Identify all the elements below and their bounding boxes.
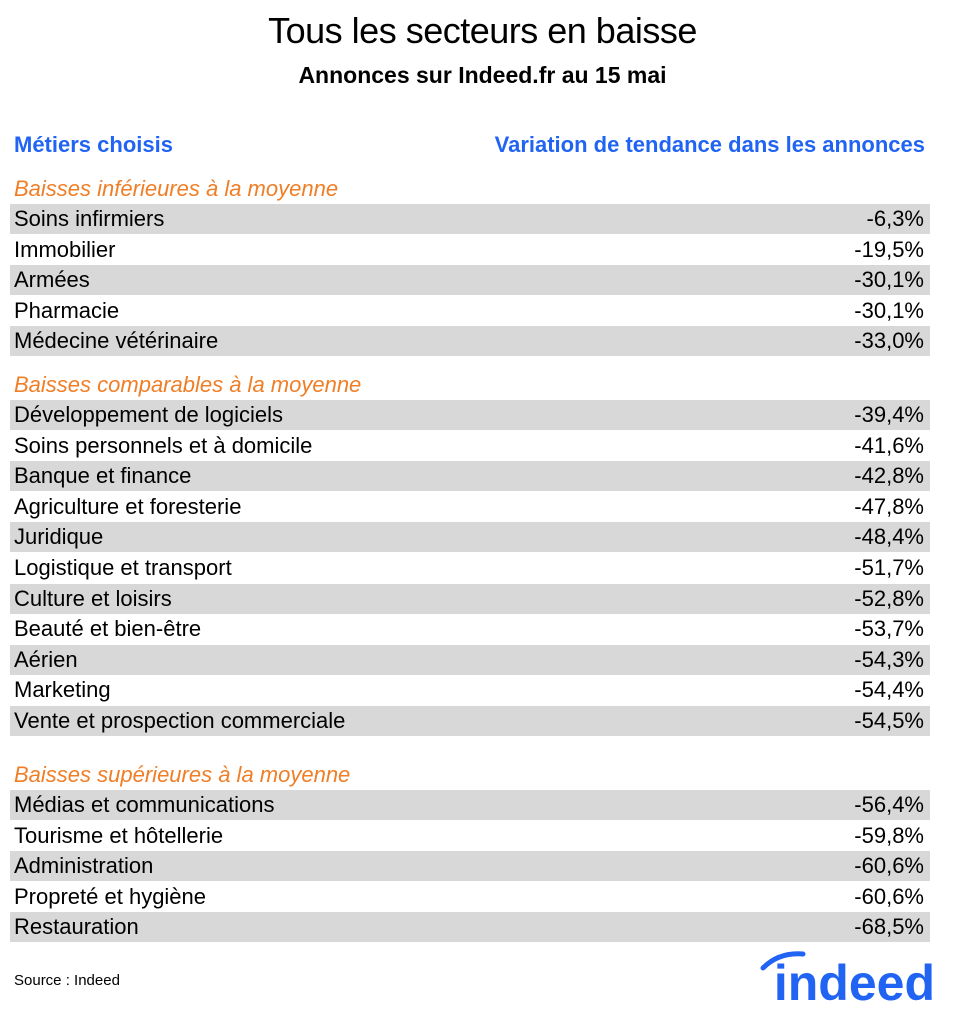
row-value: -39,4% xyxy=(854,402,924,427)
indeed-logo: indeed xyxy=(760,951,935,1010)
group-label: Baisses supérieures à la moyenne xyxy=(14,762,351,787)
indeed-logo-swoosh xyxy=(760,951,806,971)
row-name: Beauté et bien-être xyxy=(14,616,202,642)
row-value: -54,3% xyxy=(854,646,924,672)
row-value: -41,6% xyxy=(854,432,924,458)
row-value: -60,6% xyxy=(854,883,924,909)
row-value: -42,8% xyxy=(854,463,924,489)
row-name: Banque et finance xyxy=(14,463,192,489)
row-name: Administration xyxy=(14,853,154,879)
row-value: -52,8% xyxy=(854,585,924,611)
indeed-logo-text: indeed xyxy=(774,955,935,1010)
row-value: -30,1% xyxy=(854,267,924,293)
table-row: Banque et finance -42,8% xyxy=(10,461,930,492)
row-name: Logistique et transport xyxy=(14,555,232,580)
table-row: Soins infirmiers -6,3% xyxy=(10,204,930,234)
row-value: -59,8% xyxy=(854,822,924,848)
row-value: -54,4% xyxy=(854,677,924,703)
row-value: -53,7% xyxy=(854,616,924,642)
row-value: -68,5% xyxy=(854,914,924,940)
table-row: Administration -60,6% xyxy=(10,851,930,882)
table-row: Aérien -54,3% xyxy=(10,644,930,675)
source-note: Source : Indeed xyxy=(14,972,120,989)
column-header-jobs: Métiers choisis xyxy=(14,132,173,157)
row-name: Soins personnels et à domicile xyxy=(14,432,313,458)
table-row: Soins personnels et à domicile -41,6% xyxy=(10,431,930,461)
row-name: Médecine vétérinaire xyxy=(14,328,219,354)
row-value: -47,8% xyxy=(854,493,924,519)
row-name: Soins infirmiers xyxy=(14,206,165,231)
row-value: -33,0% xyxy=(854,328,924,354)
row-name: Restauration xyxy=(14,914,139,940)
group-label: Baisses inférieures à la moyenne xyxy=(14,176,339,201)
chart-subtitle: Annonces sur Indeed.fr au 15 mai xyxy=(298,62,667,88)
row-name: Propreté et hygiène xyxy=(14,883,207,909)
row-name: Culture et loisirs xyxy=(14,585,172,611)
table-row: Médecine vétérinaire -33,0% xyxy=(10,326,930,357)
table-row: Juridique -48,4% xyxy=(10,522,930,553)
table-row: Armées -30,1% xyxy=(10,265,930,296)
table-row: Médias et communications -56,4% xyxy=(10,790,930,820)
column-header-variation: Variation de tendance dans les annonces xyxy=(494,132,925,157)
row-value: -6,3% xyxy=(866,206,924,231)
row-name: Juridique xyxy=(14,524,104,550)
table-row: Restauration -68,5% xyxy=(10,912,930,943)
table-row: Agriculture et foresterie -47,8% xyxy=(10,492,930,522)
row-name: Tourisme et hôtellerie xyxy=(14,822,224,848)
table-row: Culture et loisirs -52,8% xyxy=(10,583,930,614)
row-name: Développement de logiciels xyxy=(14,402,284,427)
row-value: -48,4% xyxy=(854,524,924,550)
chart-title: Tous les secteurs en baisse xyxy=(268,10,697,51)
row-name: Médias et communications xyxy=(14,792,275,817)
row-value: -30,1% xyxy=(854,297,924,323)
group-label: Baisses comparables à la moyenne xyxy=(14,372,362,397)
row-value: -51,7% xyxy=(854,555,924,580)
table-row: Pharmacie -30,1% xyxy=(10,296,930,326)
table-row: Tourisme et hôtellerie -59,8% xyxy=(10,821,930,851)
table-row: Beauté et bien-être -53,7% xyxy=(10,614,930,644)
row-name: Armées xyxy=(14,267,90,293)
table-row: Propreté et hygiène -60,6% xyxy=(10,882,930,912)
table-row: Logistique et transport -51,7% xyxy=(10,553,930,583)
row-value: -54,5% xyxy=(854,708,924,733)
row-value: -60,6% xyxy=(854,853,924,879)
row-name: Pharmacie xyxy=(14,297,120,323)
row-value: -56,4% xyxy=(854,792,924,817)
table-row: Marketing -54,4% xyxy=(10,675,930,705)
table-row: Développement de logiciels -39,4% xyxy=(10,400,930,430)
row-name: Immobilier xyxy=(14,236,116,262)
row-value: -19,5% xyxy=(854,236,924,262)
table-row: Vente et prospection commerciale -54,5% xyxy=(10,706,930,736)
row-name: Agriculture et foresterie xyxy=(14,493,242,519)
row-name: Marketing xyxy=(14,677,111,703)
row-name: Vente et prospection commerciale xyxy=(14,708,346,733)
table-row: Immobilier -19,5% xyxy=(10,235,930,265)
row-name: Aérien xyxy=(14,646,78,672)
